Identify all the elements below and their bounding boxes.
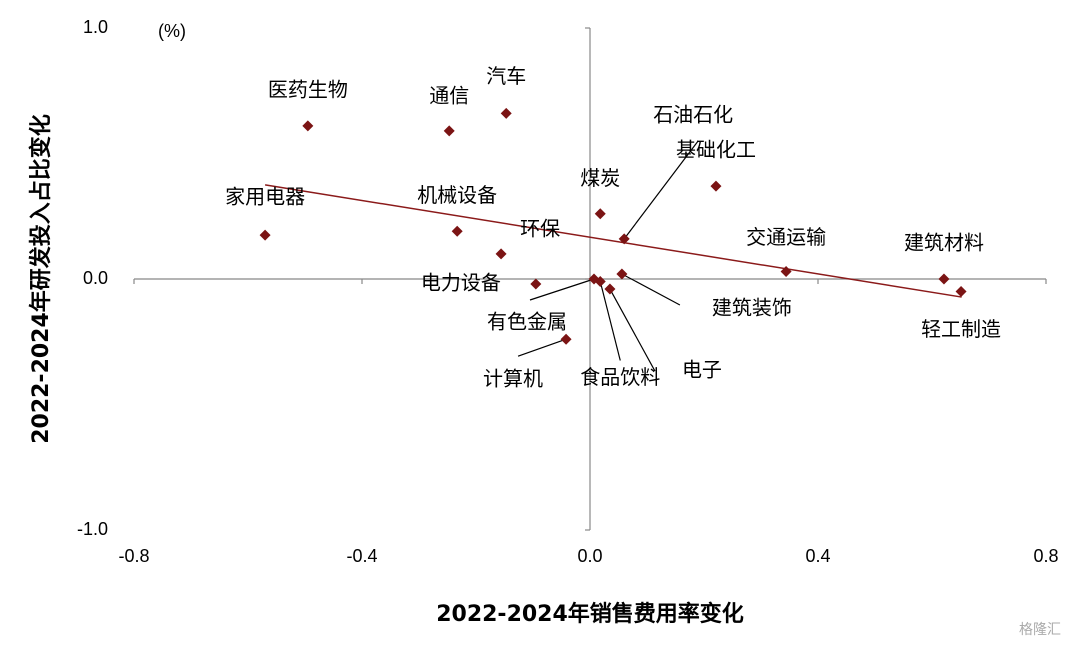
- point-label: 基础化工: [676, 138, 756, 162]
- y-tick-label: 1.0: [83, 17, 108, 37]
- point: [451, 225, 463, 237]
- point-label: 有色金属: [487, 310, 567, 334]
- point: [259, 229, 271, 241]
- point: [780, 265, 792, 277]
- point: [530, 278, 542, 290]
- x-tick-label: 0.0: [577, 546, 602, 566]
- point: [500, 107, 512, 119]
- point-label: 医药生物: [268, 77, 348, 101]
- point: [604, 283, 616, 295]
- point-label: 食品饮料: [580, 365, 660, 389]
- point-label: 机械设备: [417, 183, 497, 207]
- point-label: 电力设备: [421, 271, 501, 295]
- x-axis-title: 2022-2024年销售费用率变化: [436, 601, 744, 627]
- point: [938, 273, 950, 285]
- point-label: 通信: [429, 83, 469, 107]
- watermark: 格隆汇: [1019, 622, 1061, 638]
- point: [710, 180, 722, 192]
- point-label: 家用电器: [225, 185, 305, 209]
- point: [443, 125, 455, 137]
- point: [955, 286, 967, 298]
- point: [495, 248, 507, 260]
- trend-line: [264, 184, 962, 298]
- unit-note: (%): [158, 21, 186, 41]
- point: [560, 333, 572, 345]
- leader-line: [599, 281, 621, 361]
- x-tick-label: 0.4: [805, 546, 830, 566]
- point-label: 建筑装饰: [712, 295, 792, 319]
- leader-line: [623, 140, 699, 240]
- point-label: 环保: [520, 216, 560, 240]
- y-axis-title: 2022-2024年研发投入占比变化: [28, 114, 54, 444]
- leader-line: [517, 338, 567, 357]
- point-label: 石油石化: [653, 102, 733, 126]
- point: [616, 268, 628, 280]
- point: [618, 233, 630, 245]
- point: [594, 208, 606, 220]
- point-label: 交通运输: [746, 225, 826, 249]
- leader-line: [529, 278, 595, 301]
- leader-line: [609, 288, 656, 372]
- x-tick-label: 0.8: [1033, 546, 1058, 566]
- point-label: 建筑材料: [904, 231, 984, 255]
- point: [302, 120, 314, 132]
- y-tick-label: 0.0: [83, 268, 108, 288]
- x-tick-label: -0.4: [346, 546, 377, 566]
- y-tick-label: -1.0: [77, 519, 108, 539]
- point-label: 轻工制造: [921, 317, 1001, 341]
- point: [594, 276, 606, 288]
- point-label: 煤炭: [580, 166, 620, 190]
- point-label: 计算机: [483, 367, 543, 391]
- x-tick-label: -0.8: [118, 546, 149, 566]
- leader-line: [621, 273, 681, 306]
- point-label: 汽车: [486, 64, 526, 88]
- point-label: 电子: [682, 358, 722, 382]
